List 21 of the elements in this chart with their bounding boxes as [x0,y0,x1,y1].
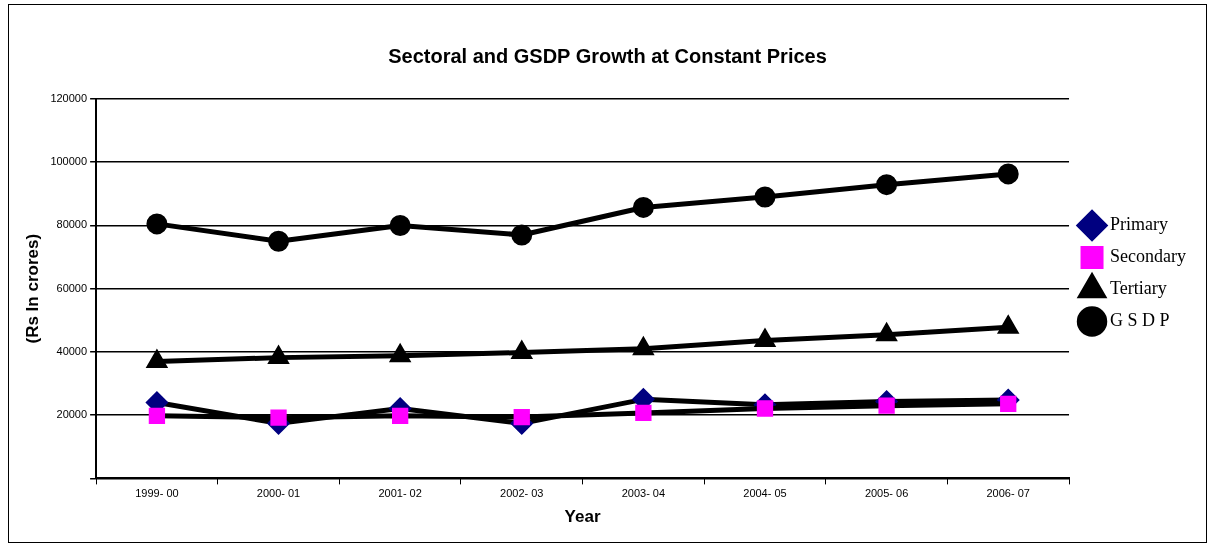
legend-label: G S D P [1110,310,1170,331]
y-tick-label: 20000 [56,408,88,421]
x-tick-label: 1999- 00 [135,487,179,500]
x-tick-label: 2000- 01 [256,487,301,500]
y-tick-label: 40000 [56,344,88,357]
legend-label: Primary [1110,214,1169,235]
x-tick-label: 2001- 02 [378,487,422,500]
x-tick-label: 2003- 04 [621,487,666,500]
legend-label: Tertiary [1110,278,1167,299]
x-tick-label: 2002- 03 [500,487,544,500]
y-axis-title: (Rs In crores) [22,233,42,344]
x-axis-title: Year [564,507,601,527]
x-tick-label: 2005- 06 [864,487,909,500]
y-tick-label: 80000 [56,218,88,231]
x-tick-label: 2006- 07 [986,487,1030,500]
y-tick-label: 60000 [56,281,88,294]
x-tick-label: 2004- 05 [743,487,787,500]
legend-label: Secondary [1110,246,1187,267]
y-tick-label: 120000 [50,92,88,105]
chart-title: Sectoral and GSDP Growth at Constant Prices [388,44,827,67]
y-tick-label: 100000 [50,155,88,168]
